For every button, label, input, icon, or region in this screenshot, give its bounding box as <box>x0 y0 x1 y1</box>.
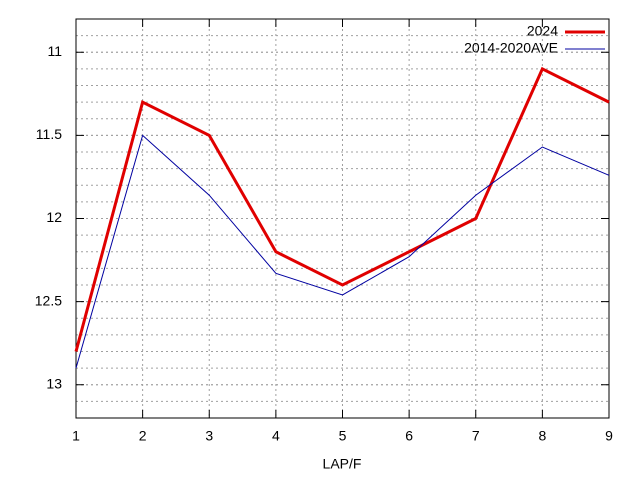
x-tick-label: 6 <box>405 428 413 444</box>
series-line <box>75 134 610 369</box>
plot-frame <box>75 18 610 419</box>
x-tick-label: 8 <box>538 428 546 444</box>
x-tick-label: 5 <box>339 428 347 444</box>
x-tick-label: 1 <box>72 428 80 444</box>
y-tick-label: 12 <box>46 209 62 225</box>
y-tick-label: 11 <box>47 43 62 59</box>
x-tick-label: 3 <box>205 428 213 444</box>
x-axis-label: LAP/F <box>323 456 362 472</box>
y-tick-label: 11.5 <box>36 126 62 142</box>
y-tick-label: 13 <box>46 375 62 391</box>
x-tick-label: 4 <box>272 428 280 444</box>
x-tick-label: 2 <box>139 428 147 444</box>
legend-label: 2024 <box>527 23 558 39</box>
series-line <box>74 66 610 352</box>
legend-label: 2014-2020AVE <box>464 40 558 56</box>
y-tick-label: 12.5 <box>35 292 62 308</box>
x-tick-label: 9 <box>605 428 613 444</box>
x-tick-label: 7 <box>472 428 480 444</box>
